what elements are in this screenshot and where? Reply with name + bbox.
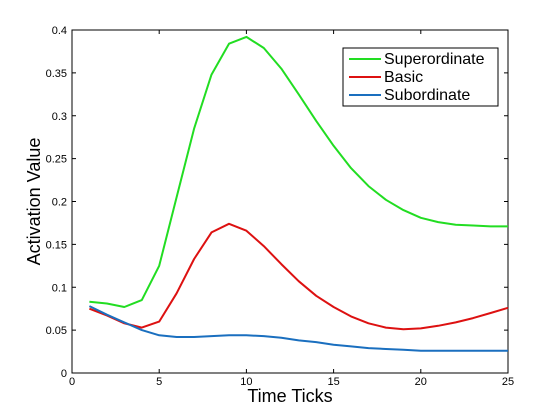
series-layer	[88, 35, 509, 352]
series-line-basic	[89, 222, 509, 331]
x-tick-label: 20	[415, 376, 427, 388]
y-axis-label: Activation Value	[24, 138, 44, 266]
y-tick-label: 0.35	[46, 68, 67, 80]
y-tick-label: 0.05	[46, 325, 67, 337]
legend-label: Subordinate	[384, 87, 470, 104]
x-axis-label: Time Ticks	[247, 386, 332, 406]
legend-label: Superordinate	[384, 51, 485, 68]
y-tick-label: 0.15	[46, 239, 67, 251]
y-tick-label: 0.4	[52, 25, 67, 37]
x-tick-label: 0	[69, 376, 75, 388]
x-tick-label: 5	[156, 376, 162, 388]
series-line-superordinate	[89, 35, 508, 308]
axes: 0 5 10 15 20 25 0 0.05 0.1 0.15 0.2 0.25 0.3 0.35 0.4 T…	[24, 25, 514, 406]
x-tick-label: 25	[502, 376, 514, 388]
y-tick-label: 0.3	[52, 111, 67, 123]
series-line-subordinate	[88, 305, 508, 352]
y-tick-label: 0	[61, 368, 67, 380]
y-tick-label: 0.25	[46, 154, 67, 166]
y-tick-label: 0.1	[52, 282, 67, 294]
legend-label: Basic	[384, 69, 423, 86]
x-tick-label: 10	[240, 376, 252, 388]
y-tick-label: 0.2	[52, 197, 67, 209]
x-tick-label: 15	[327, 376, 339, 388]
